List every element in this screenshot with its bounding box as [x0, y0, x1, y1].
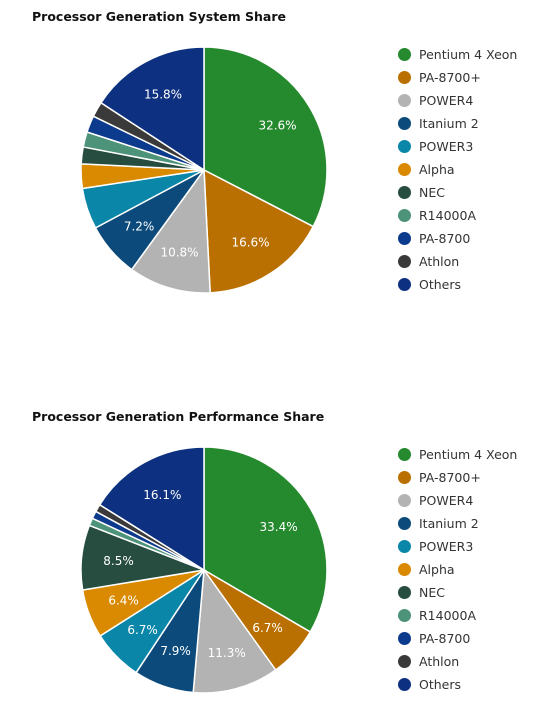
performance-share-chart: Processor Generation Performance Share 3… [0, 400, 558, 719]
slice-data-label: 7.2% [124, 220, 155, 234]
legend-label: Others [419, 677, 462, 692]
legend-label: Pentium 4 Xeon [419, 447, 518, 462]
legend-swatch [398, 540, 411, 553]
system-share-chart: Processor Generation System Share 32.6% 1… [32, 9, 517, 296]
legend-label: PA-8700 [419, 631, 471, 646]
legend-item-alpha: Alpha [398, 158, 517, 181]
legend-label: R14000A [419, 608, 477, 623]
legend-label: PA-8700 [419, 231, 471, 246]
legend-label: NEC [419, 185, 445, 200]
legend-swatch [398, 232, 411, 245]
pie-slice-others [98, 446, 205, 572]
slice-data-label: 6.7% [127, 623, 158, 637]
legend-label: Alpha [419, 162, 455, 177]
legend-label: POWER3 [419, 139, 474, 154]
legend-swatch [398, 186, 411, 199]
legend-item-others: Others [398, 273, 517, 296]
pie-slice-pa-8700 [203, 168, 315, 294]
legend-swatch [398, 448, 411, 461]
legend-item-athlon: Athlon [398, 250, 517, 273]
legend-swatch [398, 255, 411, 268]
legend-label: Pentium 4 Xeon [419, 47, 518, 62]
legend-label: R14000A [419, 208, 477, 223]
legend-item-power4: POWER4 [398, 89, 517, 112]
legend-item-nec: NEC [398, 181, 517, 204]
legend-swatch [398, 632, 411, 645]
pie-slice-pentium-4-xeon [203, 46, 328, 228]
legend-swatch [398, 209, 411, 222]
legend-swatch [398, 117, 411, 130]
legend-item-pentium-4-xeon: Pentium 4 Xeon [398, 443, 517, 466]
legend-swatch [398, 278, 411, 291]
legend-item-power3: POWER3 [398, 135, 517, 158]
legend: Pentium 4 Xeon PA-8700+ POWER4 Itanium 2 POW… [398, 43, 517, 296]
legend-swatch [398, 163, 411, 176]
legend-label: Alpha [419, 562, 455, 577]
legend-label: POWER4 [419, 493, 474, 508]
legend-label: Itanium 2 [419, 116, 479, 131]
pie-slice-others [99, 46, 205, 172]
legend: Pentium 4 Xeon PA-8700+ POWER4 Itanium 2 POW… [398, 443, 517, 696]
legend-swatch [398, 678, 411, 691]
slice-data-label: 6.7% [252, 621, 283, 635]
pie-slice-pentium-4-xeon [203, 446, 328, 633]
legend-label: Athlon [419, 254, 460, 269]
legend-swatch [398, 494, 411, 507]
legend-label: POWER3 [419, 539, 474, 554]
legend-item-alpha: Alpha [398, 558, 517, 581]
chart-title: Processor Generation Performance Share [32, 409, 325, 424]
legend-swatch [398, 471, 411, 484]
legend-item-nec: NEC [398, 581, 517, 604]
legend-item-r14000a: R14000A [398, 604, 517, 627]
legend-item-others: Others [398, 673, 517, 696]
slice-data-label: 8.5% [103, 554, 134, 568]
slice-data-label: 15.8% [144, 87, 182, 101]
slice-data-label: 16.6% [231, 235, 269, 249]
legend-swatch [398, 586, 411, 599]
legend-item-itanium-2: Itanium 2 [398, 512, 517, 535]
legend-label: Others [419, 277, 462, 292]
legend-label: POWER4 [419, 93, 474, 108]
legend-item-pa-8700: PA-8700+ [398, 66, 517, 89]
legend-label: PA-8700+ [419, 70, 481, 85]
chart-title: Processor Generation System Share [32, 9, 286, 24]
legend-swatch [398, 48, 411, 61]
pie-slice-power4 [192, 567, 277, 694]
slice-data-label: 33.4% [260, 520, 298, 534]
legend-swatch [398, 655, 411, 668]
legend-label: Itanium 2 [419, 516, 479, 531]
legend-label: PA-8700+ [419, 470, 481, 485]
pie-chart: 33.4%6.7%11.3%7.9%6.7%6.4%8.5%16.1% [80, 446, 328, 694]
legend-swatch [398, 94, 411, 107]
pie-chart: 32.6% 16.6% 10.8% 7.2% 15.8% [80, 46, 328, 294]
legend-swatch [398, 563, 411, 576]
slice-data-label: 11.3% [208, 646, 246, 660]
legend-item-r14000a: R14000A [398, 204, 517, 227]
slice-data-label: 16.1% [143, 488, 181, 502]
pie-slice-power4 [130, 167, 211, 294]
legend-swatch [398, 609, 411, 622]
legend-swatch [398, 517, 411, 530]
legend-item-power4: POWER4 [398, 489, 517, 512]
legend-item-pa-8700: PA-8700 [398, 627, 517, 650]
legend-item-pa-8700: PA-8700+ [398, 466, 517, 489]
legend-item-athlon: Athlon [398, 650, 517, 673]
slice-data-label: 10.8% [160, 245, 198, 259]
slice-data-label: 7.9% [160, 644, 191, 658]
legend-swatch [398, 71, 411, 84]
legend-item-pentium-4-xeon: Pentium 4 Xeon [398, 43, 517, 66]
legend-item-power3: POWER3 [398, 535, 517, 558]
legend-item-pa-8700: PA-8700 [398, 227, 517, 250]
legend-item-itanium-2: Itanium 2 [398, 112, 517, 135]
legend-label: NEC [419, 585, 445, 600]
legend-label: Athlon [419, 654, 460, 669]
slice-data-label: 32.6% [258, 118, 296, 132]
slice-data-label: 6.4% [108, 594, 139, 608]
legend-swatch [398, 140, 411, 153]
